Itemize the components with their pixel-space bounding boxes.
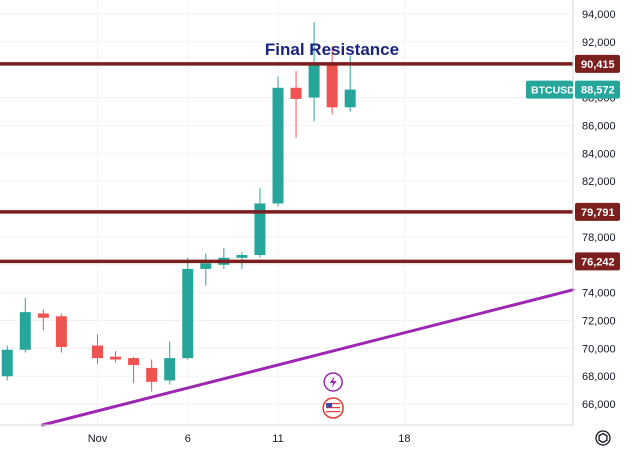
x-tick-label: 18: [398, 433, 410, 445]
y-tick-label: 92,000: [582, 37, 616, 49]
candle[interactable]: [308, 22, 320, 122]
candle-body: [326, 64, 338, 108]
candle[interactable]: [128, 356, 140, 384]
y-tick-label: 78,000: [582, 232, 616, 244]
x-tick-label: 6: [185, 433, 191, 445]
symbol-tag: [526, 80, 573, 99]
candle-body: [92, 345, 103, 359]
candle-body: [1, 349, 13, 377]
candle-body: [182, 268, 194, 359]
candle-body: [254, 203, 266, 255]
candle-body: [308, 64, 320, 98]
level-price-label: 76,242: [581, 256, 615, 268]
y-tick-label: 94,000: [582, 9, 616, 21]
y-tick-label: 86,000: [582, 120, 616, 132]
trendline-layer[interactable]: [40, 288, 575, 427]
candle[interactable]: [200, 253, 212, 286]
x-tick-label: 11: [272, 433, 283, 445]
candle[interactable]: [146, 359, 158, 392]
event-markers-layer[interactable]: [0, 372, 344, 419]
candle-body: [290, 87, 302, 99]
candle[interactable]: [110, 351, 122, 363]
annotation-text: Final Resistance: [265, 40, 399, 59]
y-tick-label: 84,000: [582, 148, 616, 160]
candle-body: [37, 313, 49, 318]
level-price-tag: [575, 54, 620, 73]
candle-body: [164, 358, 176, 381]
candle[interactable]: [254, 188, 266, 258]
level-price-tag: [575, 252, 620, 271]
us-flag-icon[interactable]: [322, 397, 344, 419]
y-tick-label: 70,000: [582, 343, 616, 355]
candle[interactable]: [182, 257, 194, 360]
candle[interactable]: [19, 298, 31, 353]
candle-body: [110, 356, 122, 360]
candle[interactable]: [37, 309, 49, 331]
x-tick-label: Nov: [88, 433, 108, 445]
candle[interactable]: [55, 313, 67, 353]
current-price-label: 88,572: [581, 85, 615, 97]
candle[interactable]: [1, 345, 13, 381]
candle[interactable]: [272, 76, 284, 207]
annotations-layer: Final Resistance: [265, 40, 399, 59]
gear-icon[interactable]: [595, 430, 611, 446]
candle-body: [236, 255, 248, 258]
y-tick-label: 74,000: [582, 288, 616, 300]
current-price-tag: [575, 80, 620, 99]
levels-layer[interactable]: [0, 62, 573, 264]
y-tick-label: 82,000: [582, 176, 616, 188]
candle-body: [128, 358, 140, 366]
price-axis[interactable]: 66,000 68,000 70,000 72,000 74,000 78,000 82,0…: [526, 9, 620, 411]
y-tick-label: 66,000: [582, 399, 616, 411]
candle-body: [200, 263, 212, 269]
y-tick-label: 68,000: [582, 371, 616, 383]
candle-body: [55, 316, 67, 347]
candle-body: [146, 367, 158, 382]
candle[interactable]: [290, 71, 302, 138]
candle-body: [19, 312, 31, 350]
lightning-icon[interactable]: [323, 372, 343, 392]
time-axis[interactable]: Nov6111825: [0, 433, 411, 445]
candle-body: [344, 89, 356, 108]
symbol-label: BTCUSD: [531, 85, 575, 97]
candle[interactable]: [92, 334, 103, 364]
level-price-tag: [575, 202, 620, 221]
y-tick-label: 72,000: [582, 315, 616, 327]
candle[interactable]: [164, 341, 176, 385]
level-price-label: 90,415: [581, 59, 615, 71]
trendline[interactable]: [40, 288, 575, 427]
candle-body: [272, 87, 284, 204]
candle[interactable]: [326, 45, 338, 115]
level-price-label: 79,791: [581, 207, 615, 219]
